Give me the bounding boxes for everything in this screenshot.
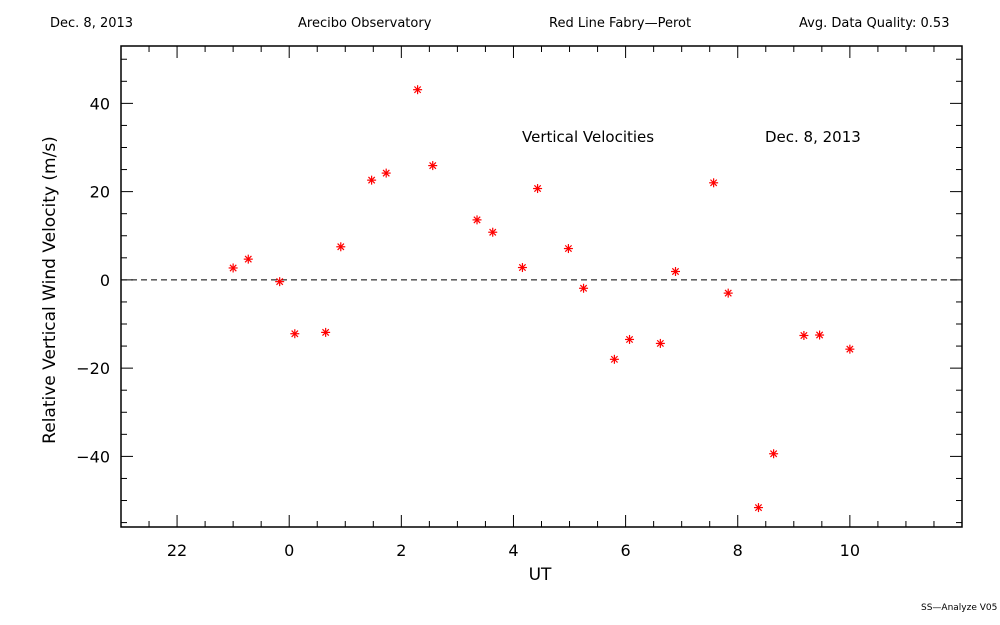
data-point: [275, 277, 285, 287]
data-point: [533, 184, 543, 194]
data-point: [655, 338, 665, 348]
data-point: [228, 263, 238, 273]
x-tick-label: 2: [396, 541, 406, 560]
y-tick-label: 20: [90, 183, 110, 202]
x-tick-label: 6: [621, 541, 631, 560]
x-tick-label: 4: [508, 541, 518, 560]
y-tick-label: 40: [90, 94, 110, 113]
data-point: [428, 161, 438, 171]
data-point: [625, 334, 635, 344]
data-point: [290, 329, 300, 339]
data-point: [723, 288, 733, 298]
data-point: [413, 85, 423, 95]
data-point: [609, 354, 619, 364]
y-axis-label: Relative Vertical Wind Velocity (m/s): [40, 136, 60, 444]
y-tick-label: −20: [76, 359, 110, 378]
plot-title: Vertical Velocities: [522, 128, 654, 146]
header-data-quality: Avg. Data Quality: 0.53: [799, 16, 950, 31]
header-observatory: Arecibo Observatory: [298, 16, 432, 31]
data-point: [769, 449, 779, 459]
data-point: [381, 168, 391, 178]
data-point: [670, 266, 680, 276]
data-point: [243, 254, 253, 264]
x-tick-labels: 22 0 2 4 6 8 10: [167, 541, 860, 560]
plot-subtitle: Dec. 8, 2013: [765, 128, 861, 146]
data-point: [517, 263, 527, 273]
data-point: [709, 178, 719, 188]
data-point: [336, 242, 346, 252]
data-point: [579, 283, 589, 293]
data-point: [815, 330, 825, 340]
data-point: [472, 215, 482, 225]
data-point: [753, 503, 763, 513]
x-tick-label: 8: [733, 541, 743, 560]
x-tick-label: 22: [167, 541, 187, 560]
y-tick-label: 0: [100, 271, 110, 290]
header-date: Dec. 8, 2013: [50, 16, 134, 31]
y-tick-label: −40: [76, 447, 110, 466]
x-tick-label: 10: [840, 541, 860, 560]
data-point: [563, 244, 573, 254]
data-points: [228, 85, 855, 513]
data-point: [799, 330, 809, 340]
data-point: [488, 227, 498, 237]
x-axis-label: UT: [529, 565, 552, 585]
data-point: [321, 327, 331, 337]
y-tick-labels: −40 −20 0 20 40: [76, 94, 110, 466]
axis-ticks: [120, 46, 963, 527]
data-point: [367, 175, 377, 185]
header-instrument: Red Line Fabry—Perot: [549, 16, 692, 31]
plot-frame: [120, 45, 963, 528]
x-tick-label: 0: [284, 541, 294, 560]
software-version: SS—Analyze V05: [921, 603, 998, 613]
data-point: [845, 344, 855, 354]
